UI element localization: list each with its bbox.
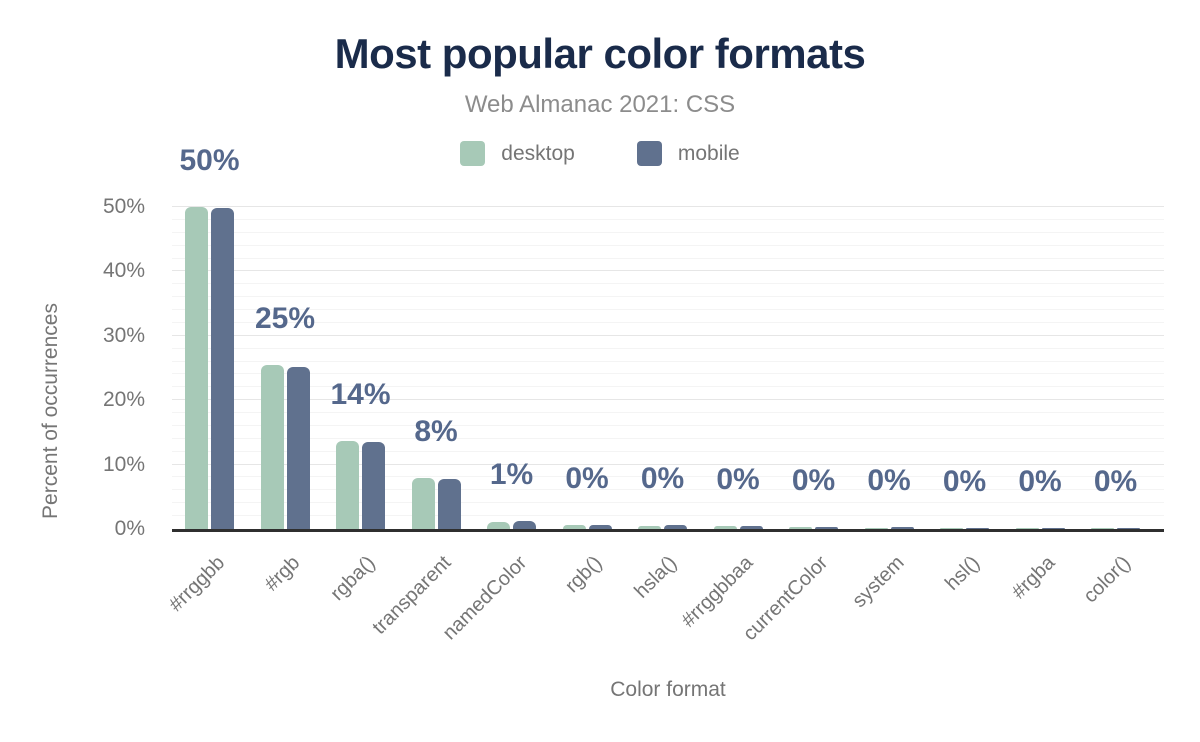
legend-swatch-mobile (636, 141, 662, 166)
bar-mobile-hsl() (966, 527, 989, 529)
bar-mobile-#rgb (286, 367, 310, 529)
bar-desktop-#rrggbbaa (713, 526, 737, 529)
bar-mobile-rgb() (588, 524, 612, 529)
bar-mobile-currentColor (815, 527, 838, 529)
legend-item-mobile: mobile (636, 141, 740, 166)
bar-desktop-#rrggbb (185, 207, 208, 529)
minor-gridline (172, 373, 1164, 375)
bar-value-label: 0% (1018, 464, 1062, 498)
minor-gridline (172, 283, 1164, 285)
x-tick-label: hsla() (630, 551, 682, 603)
bar-value-label: 1% (489, 458, 534, 492)
minor-gridline (172, 515, 1164, 517)
bar-desktop-rgba() (336, 441, 359, 529)
major-gridline (172, 206, 1164, 207)
bar-mobile-rgba() (362, 442, 385, 529)
minor-gridline (172, 386, 1164, 388)
minor-gridline (172, 450, 1164, 452)
minor-gridline (172, 321, 1164, 323)
bar-value-label: 50% (179, 144, 240, 177)
y-tick-label: 10% (102, 452, 145, 476)
minor-gridline (172, 218, 1164, 220)
bar-desktop-namedColor (487, 521, 510, 529)
bar-mobile-#rrggbb (211, 207, 234, 529)
bar-mobile-color() (1117, 528, 1140, 529)
minor-gridline (172, 231, 1164, 233)
y-tick-label: 50% (102, 195, 145, 218)
bar-desktop-hsl() (940, 527, 963, 529)
chart-subtitle: Web Almanac 2021: CSS (464, 91, 736, 118)
bar-desktop-#rgba (1015, 527, 1039, 529)
legend-item-desktop: desktop (460, 141, 575, 166)
major-gridline (172, 463, 1164, 465)
bar-mobile-#rgba (1041, 527, 1065, 529)
x-tick-label: #rgb (260, 551, 305, 596)
y-tick-label: 0% (114, 517, 145, 540)
minor-gridline (172, 309, 1164, 311)
minor-gridline (172, 412, 1164, 414)
bar-value-label: 0% (640, 462, 685, 496)
minor-gridline (172, 360, 1164, 362)
bar-value-label: 0% (716, 462, 760, 496)
y-tick-label: 40% (102, 259, 145, 283)
bar-value-label: 0% (791, 464, 836, 498)
minor-gridline (172, 476, 1164, 478)
minor-gridline (172, 244, 1164, 246)
x-tick-label: hsl() (940, 551, 984, 595)
y-axis-title: Percent of occurrences (39, 303, 62, 519)
x-tick-label: color() (1079, 551, 1135, 608)
x-tick-label: rgb() (560, 551, 607, 598)
bar-value-label: 0% (942, 464, 987, 498)
bar-value-label: 25% (254, 301, 316, 335)
plot-area: 50% 25% 14% 8% 1% 0% 0% 0% 0% 0% 0% 0% 0% (172, 146, 1164, 532)
bar-mobile-hsla() (664, 525, 687, 529)
major-gridline (172, 270, 1164, 272)
minor-gridline (172, 257, 1164, 259)
bar-mobile-namedColor (513, 521, 536, 529)
legend-swatch-desktop (460, 141, 486, 166)
chart-title: Most popular color formats (334, 30, 866, 77)
x-axis-title: Color format (610, 678, 726, 701)
bar-desktop-system (864, 527, 888, 529)
bar-value-label: 0% (1093, 465, 1138, 499)
x-tick-label: rgba() (326, 551, 380, 605)
bar-value-label: 8% (414, 415, 458, 449)
bar-value-label: 0% (867, 464, 911, 498)
bar-mobile-transparent (437, 478, 461, 529)
minor-gridline (172, 437, 1164, 439)
bar-mobile-system (890, 527, 914, 529)
minor-gridline (172, 424, 1164, 426)
bar-desktop-color() (1091, 528, 1114, 529)
bar-value-label: 14% (330, 378, 391, 412)
minor-gridline (172, 502, 1164, 504)
legend-label-desktop: desktop (501, 141, 575, 165)
y-tick-label: 20% (102, 388, 145, 412)
bar-mobile-#rrggbbaa (739, 525, 763, 529)
bar-desktop-transparent (411, 478, 435, 529)
minor-gridline (172, 489, 1164, 491)
major-gridline (172, 399, 1164, 401)
minor-gridline (172, 296, 1164, 298)
bar-desktop-#rgb (260, 364, 284, 529)
x-tick-label: system (847, 551, 909, 613)
bar-desktop-rgb() (562, 525, 586, 529)
bar-value-label: 0% (565, 461, 609, 495)
minor-gridline (172, 347, 1164, 349)
x-tick-label: #rgba (1007, 551, 1060, 604)
x-tick-label: #rrggbb (164, 551, 229, 617)
bar-desktop-currentColor (789, 527, 812, 529)
bar-desktop-hsla() (638, 525, 661, 529)
y-tick-label: 30% (102, 323, 145, 347)
major-gridline (172, 334, 1164, 336)
legend-label-mobile: mobile (677, 141, 740, 165)
legend: desktop mobile (0, 141, 1200, 166)
